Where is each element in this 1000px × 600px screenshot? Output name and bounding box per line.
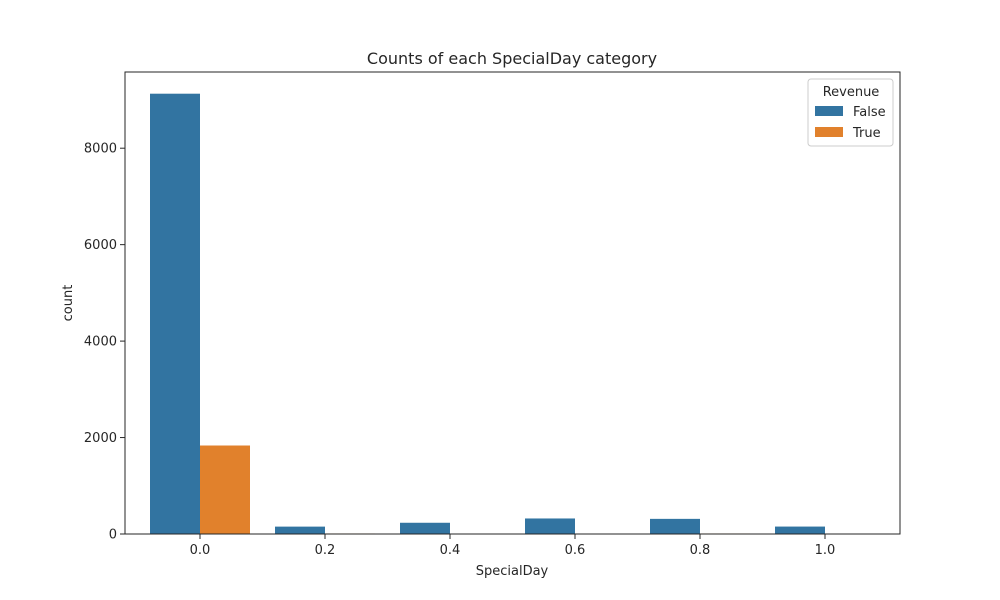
y-axis-label: count [61,285,76,322]
bar-false-1.0 [775,526,825,534]
legend-swatch-true [815,127,843,137]
y-tick-label: 8000 [84,142,117,157]
y-tick-label: 6000 [84,238,117,253]
legend-label-false: False [853,105,886,120]
y-tick-label: 0 [109,528,117,543]
bar-true-0.0 [200,445,250,534]
legend: Revenue False True [807,78,894,147]
bars-group [150,93,825,534]
y-tick-label: 4000 [84,335,117,350]
bar-false-0.6 [525,518,575,534]
legend-title: Revenue [823,85,880,100]
x-tick-label: 0.6 [565,543,586,558]
bar-false-0.8 [650,518,700,534]
bar-false-0.4 [400,522,450,534]
chart-title: Counts of each SpecialDay category [367,49,657,68]
legend-label-true: True [852,126,881,141]
x-tick-label: 0.2 [315,543,336,558]
x-tick-label: 0.8 [690,543,711,558]
x-axis-label: SpecialDay [476,564,549,579]
legend-swatch-false [815,106,843,116]
y-ticks: 0 2000 4000 6000 8000 [84,142,125,543]
x-tick-label: 0.0 [190,543,211,558]
bar-false-0.0 [150,93,200,534]
bar-false-0.2 [275,526,325,534]
x-tick-label: 1.0 [815,543,836,558]
plot-frame [124,71,901,535]
y-tick-label: 2000 [84,431,117,446]
x-tick-label: 0.4 [440,543,461,558]
x-ticks: 0.0 0.2 0.4 0.6 0.8 1.0 [190,534,836,558]
